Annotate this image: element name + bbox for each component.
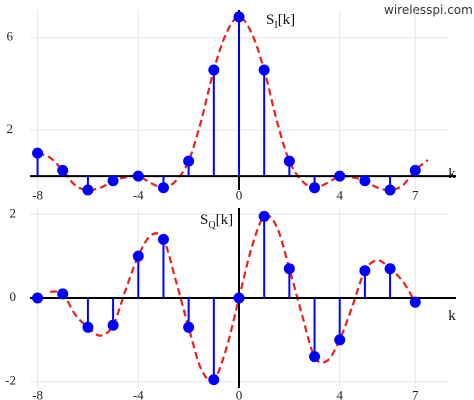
top-chart-stems xyxy=(32,11,421,196)
top-chart-x-tick-label: -4 xyxy=(133,188,144,203)
bottom-chart-x-tick-label: -4 xyxy=(133,388,144,400)
bottom-chart-sample-marker xyxy=(82,321,94,333)
bottom-chart-sample-marker xyxy=(384,263,396,275)
top-chart-y-tick-label: 2 xyxy=(7,121,14,136)
top-chart-sample-marker xyxy=(233,11,245,23)
top-chart-ylabel-tail: [k] xyxy=(278,12,296,28)
top-chart-sample-marker xyxy=(82,184,94,196)
top-chart-sample-marker xyxy=(32,147,44,159)
bottom-chart-sample-marker xyxy=(57,288,69,300)
top-chart-sample-marker xyxy=(283,155,295,167)
top-chart-sample-marker xyxy=(359,175,371,187)
top-chart-x-tick-label: 7 xyxy=(412,188,419,203)
bottom-chart-x-axis-label: k xyxy=(448,308,456,324)
bottom-chart-interpolation-curve xyxy=(49,214,417,382)
top-chart-x-tick-label: 4 xyxy=(336,188,343,203)
watermark-text: wirelesspi.com xyxy=(384,3,473,17)
bottom-chart-sample-marker xyxy=(183,321,195,333)
bottom-chart-sq: -8 -4 0 4 7 -2 0 2 SQ[k] k xyxy=(5,205,456,400)
top-chart-interpolation-curve xyxy=(37,15,429,192)
top-chart-x-tick-label: 0 xyxy=(236,188,243,203)
top-chart-sample-marker xyxy=(258,64,270,76)
bottom-chart-sample-marker xyxy=(233,292,245,304)
bottom-chart-x-tick-label: 4 xyxy=(336,388,343,400)
top-chart-sample-marker xyxy=(157,182,169,194)
top-chart-ylabel-sub: I xyxy=(274,20,277,31)
bottom-chart-x-tick-label: 0 xyxy=(236,388,243,400)
top-chart-x-tick-label: -8 xyxy=(32,188,43,203)
bottom-chart-y-axis-label: SQ[k] xyxy=(200,212,233,231)
top-chart-si: -8 -4 0 4 7 2 6 SI[k] k xyxy=(7,10,456,203)
top-chart-sample-marker xyxy=(309,182,321,194)
bottom-chart-stems xyxy=(32,210,421,386)
top-chart-x-axis-label: k xyxy=(448,166,456,182)
top-chart-ylabel-main: S xyxy=(266,12,274,28)
bottom-chart-x-tick-label: 7 xyxy=(412,388,419,400)
bottom-chart-y-tick-label: 2 xyxy=(10,205,17,220)
top-chart-sample-marker xyxy=(57,164,69,176)
bottom-chart-y-tick-label: 0 xyxy=(10,289,17,304)
bottom-chart-ylabel-tail: [k] xyxy=(216,212,234,228)
bottom-chart-sample-marker xyxy=(32,292,44,304)
bottom-chart-sample-marker xyxy=(283,263,295,275)
top-chart-sample-marker xyxy=(208,64,220,76)
top-chart-sample-marker xyxy=(384,184,396,196)
bottom-chart-sample-marker xyxy=(107,319,119,331)
bottom-chart-sample-marker xyxy=(359,265,371,277)
top-chart-sample-marker xyxy=(183,155,195,167)
top-chart-y-axis-label: SI[k] xyxy=(266,12,295,31)
bottom-chart-y-tick-label: -2 xyxy=(5,373,16,388)
bottom-chart-sample-marker xyxy=(334,334,346,346)
bottom-chart-sample-marker xyxy=(409,296,421,308)
top-chart-axes xyxy=(30,10,456,190)
bottom-chart-tick-labels: -8 -4 0 4 7 -2 0 2 xyxy=(5,205,419,400)
top-chart-sample-marker xyxy=(334,170,346,182)
bottom-chart-ylabel-main: S xyxy=(200,212,208,228)
bottom-chart-ylabel-sub: Q xyxy=(208,220,216,231)
top-chart-tick-labels: -8 -4 0 4 7 2 6 xyxy=(7,29,420,203)
top-chart-y-tick-label: 6 xyxy=(7,29,14,44)
bottom-chart-sample-marker xyxy=(258,210,270,222)
bottom-chart-x-tick-label: -8 xyxy=(32,388,43,400)
bottom-chart-sample-marker xyxy=(132,250,144,262)
bottom-chart-sample-marker xyxy=(309,351,321,363)
top-chart-sample-marker xyxy=(409,164,421,176)
bottom-chart-sample-marker xyxy=(157,233,169,245)
bottom-chart-sample-marker xyxy=(208,374,220,386)
top-chart-sample-marker xyxy=(132,170,144,182)
top-chart-sample-marker xyxy=(107,175,119,187)
